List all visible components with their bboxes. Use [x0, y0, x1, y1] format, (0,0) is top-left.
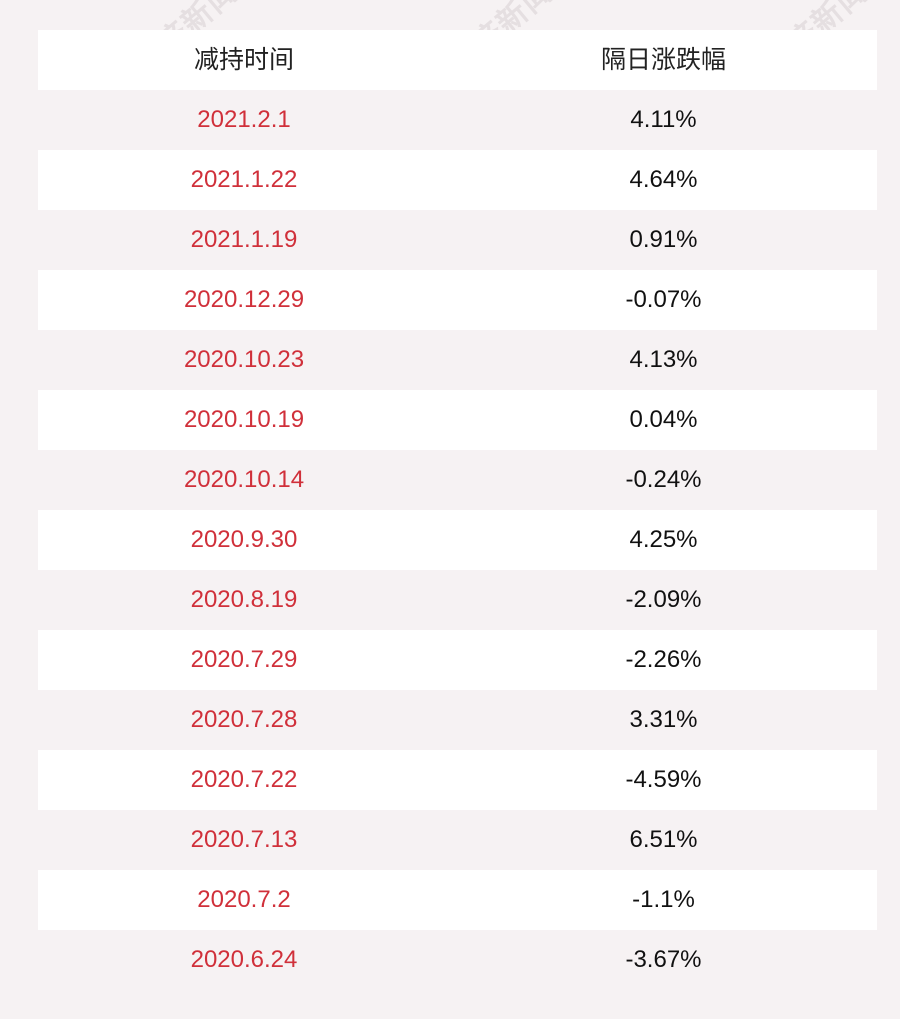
table-row: 2020.7.28 3.31% [38, 690, 877, 750]
header-next-day-change: 隔日涨跌幅 [600, 46, 726, 74]
table-row: 2020.9.30 4.25% [38, 510, 877, 570]
header-reduction-date: 减持时间 [193, 46, 294, 74]
reduction-date-cell: 2020.10.19 [183, 406, 305, 433]
next-day-change-cell: -0.24% [625, 466, 702, 493]
reduction-date-cell: 2020.10.23 [183, 346, 305, 373]
reduction-date-cell: 2020.10.14 [183, 466, 305, 493]
table-row: 2020.6.24 -3.67% [38, 930, 877, 990]
table-row: 2020.8.19 -2.09% [38, 570, 877, 630]
next-day-change-cell: 4.11% [630, 106, 697, 133]
reduction-table: 减持时间 隔日涨跌幅 2021.2.1 4.11% 2021.1.22 4.64% 20… [38, 30, 877, 990]
next-day-change-cell: -2.09% [625, 586, 702, 613]
reduction-date-cell: 2021.2.1 [197, 106, 291, 133]
next-day-change-cell: 0.04% [629, 406, 698, 433]
table-header-row: 减持时间 隔日涨跌幅 [38, 30, 877, 90]
next-day-change-cell: 4.13% [629, 346, 698, 373]
table-row: 2020.12.29 -0.07% [38, 270, 877, 330]
next-day-change-cell: -1.1% [632, 886, 695, 913]
table-row: 2020.7.22 -4.59% [38, 750, 877, 810]
next-day-change-cell: 4.64% [629, 166, 698, 193]
next-day-change-cell: -0.07% [625, 286, 702, 313]
next-day-change-cell: -2.26% [625, 646, 702, 673]
next-day-change-cell: 4.25% [629, 526, 698, 553]
reduction-date-cell: 2020.9.30 [190, 526, 298, 553]
reduction-date-cell: 2020.8.19 [190, 586, 298, 613]
next-day-change-cell: -3.67% [625, 946, 702, 973]
table-row: 2020.10.14 -0.24% [38, 450, 877, 510]
table-row: 2021.2.1 4.11% [38, 90, 877, 150]
reduction-date-cell: 2020.7.29 [190, 646, 298, 673]
reduction-date-cell: 2020.12.29 [183, 286, 305, 313]
reduction-date-cell: 2021.1.19 [190, 226, 298, 253]
table-body: 2021.2.1 4.11% 2021.1.22 4.64% 2021.1.19 0.91… [38, 90, 877, 990]
reduction-date-cell: 2020.7.13 [190, 826, 298, 853]
reduction-date-cell: 2020.6.24 [190, 946, 298, 973]
reduction-date-cell: 2021.1.22 [190, 166, 298, 193]
next-day-change-cell: -4.59% [625, 766, 702, 793]
table-row: 2020.7.29 -2.26% [38, 630, 877, 690]
reduction-date-cell: 2020.7.2 [197, 886, 291, 913]
table-row: 2020.7.13 6.51% [38, 810, 877, 870]
next-day-change-cell: 0.91% [629, 226, 698, 253]
next-day-change-cell: 6.51% [629, 826, 698, 853]
reduction-date-cell: 2020.7.28 [190, 706, 298, 733]
table-row: 2021.1.22 4.64% [38, 150, 877, 210]
reduction-date-cell: 2020.7.22 [190, 766, 298, 793]
table-row: 2020.10.19 0.04% [38, 390, 877, 450]
next-day-change-cell: 3.31% [629, 706, 698, 733]
table-row: 2020.7.2 -1.1% [38, 870, 877, 930]
table-row: 2021.1.19 0.91% [38, 210, 877, 270]
table-row: 2020.10.23 4.13% [38, 330, 877, 390]
